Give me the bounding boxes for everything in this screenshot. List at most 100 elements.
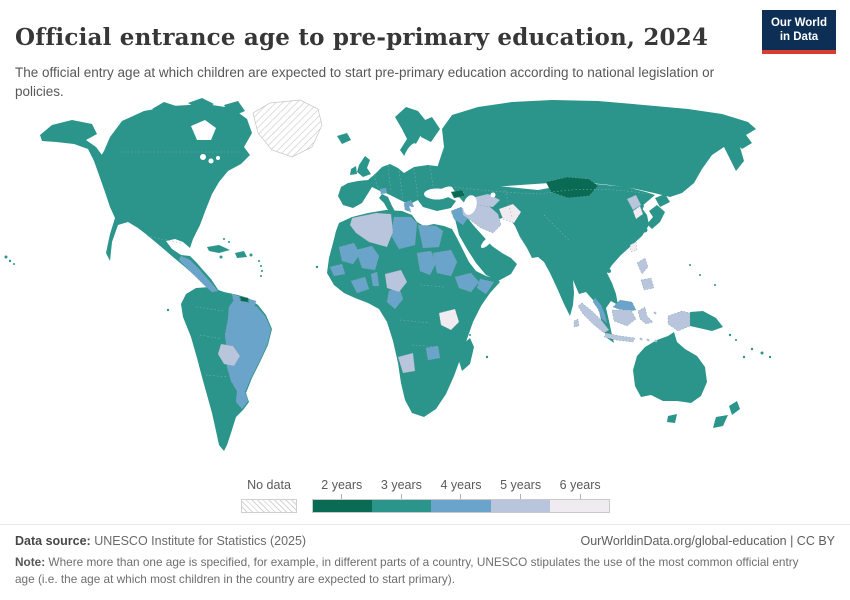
note-text: Where more than one age is specified, fo…: [15, 555, 799, 586]
great-lake: [216, 156, 220, 160]
landmass-tasmania[interactable]: [667, 414, 677, 423]
region-central-america[interactable]: [178, 255, 219, 293]
country-zimbabwe[interactable]: [425, 345, 441, 361]
country-indonesia-sumatra[interactable]: [577, 302, 610, 334]
country-malaysia-peninsula[interactable]: [592, 297, 608, 324]
landmass-arctic-islands[interactable]: [152, 98, 250, 137]
country-malaysia-borneo[interactable]: [612, 299, 637, 312]
legend-no-data-label: No data: [247, 478, 291, 492]
country-algeria[interactable]: [349, 212, 394, 248]
legend-no-data[interactable]: No data: [241, 478, 297, 513]
landmass-new-zealand[interactable]: [713, 401, 740, 428]
islands-comoros: [469, 334, 471, 336]
legend-item-5-years[interactable]: 5 years: [491, 478, 551, 499]
country-south-korea[interactable]: [632, 205, 644, 220]
country-french-guiana[interactable]: [248, 298, 257, 310]
country-mali[interactable]: [355, 245, 380, 271]
country-somalia[interactable]: [476, 278, 495, 295]
country-chad[interactable]: [416, 250, 437, 276]
country-overlays[interactable]: [178, 176, 691, 410]
legend-tick: [341, 494, 343, 499]
legend-bar: 2 years 3 years 4 years 5 years 6 years: [312, 478, 610, 513]
island-hispaniola[interactable]: [235, 251, 247, 258]
country-indonesia-west-papua[interactable]: [667, 310, 691, 332]
landmass-iceland[interactable]: [337, 133, 351, 144]
country-indonesia-sulawesi[interactable]: [637, 306, 654, 325]
country-egypt[interactable]: [417, 224, 444, 249]
great-lake: [200, 154, 206, 160]
country-greenland[interactable]: [252, 99, 323, 158]
owid-logo-line2: in Data: [779, 31, 819, 44]
legend-item-6-years[interactable]: 6 years: [550, 478, 610, 499]
landmass-north-america[interactable]: [40, 104, 252, 292]
legend-no-data-swatch[interactable]: [241, 499, 297, 513]
country-tanzania[interactable]: [438, 308, 460, 331]
island-jamaica[interactable]: [219, 255, 223, 259]
island-dot: [228, 241, 230, 243]
aral-sea: [490, 192, 496, 198]
country-switzerland[interactable]: [379, 187, 388, 195]
country-philippines[interactable]: [636, 257, 655, 291]
country-mauritania[interactable]: [338, 242, 361, 265]
landmass-europe[interactable]: [338, 164, 458, 208]
islands-mauritius: [485, 355, 489, 359]
country-nigeria[interactable]: [384, 269, 408, 293]
region-senegal-guinea[interactable]: [329, 263, 346, 277]
region-cameroon-gabon[interactable]: [386, 286, 404, 310]
islands-hawaii: [8, 259, 12, 263]
islands-solomon: [728, 333, 732, 337]
landmass-britain-ireland[interactable]: [350, 156, 371, 177]
country-sri-lanka[interactable]: [573, 318, 580, 328]
page-title: Official entrance age to pre-primary edu…: [15, 24, 709, 52]
country-greece[interactable]: [403, 199, 415, 213]
owid-logo[interactable]: Our World in Data: [762, 10, 836, 54]
data-source-text: UNESCO Institute for Statistics (2025): [90, 534, 307, 548]
country-taiwan[interactable]: [629, 241, 638, 253]
landmass-arabia[interactable]: [455, 216, 517, 281]
islands-moluccas: [653, 311, 657, 315]
country-brazil[interactable]: [224, 299, 272, 410]
island-cuba[interactable]: [207, 245, 230, 253]
no-data-regions[interactable]: [252, 99, 323, 158]
country-mongolia[interactable]: [545, 176, 599, 199]
region-ghana-cote-divoire[interactable]: [350, 276, 370, 294]
landmass-kyushu[interactable]: [642, 227, 648, 233]
landmass-sakhalin[interactable]: [675, 165, 683, 187]
world-choropleth-map[interactable]: [0, 95, 850, 475]
country-namibia[interactable]: [397, 352, 416, 374]
island-dot: [260, 265, 262, 267]
country-georgia[interactable]: [450, 189, 466, 199]
landmass-scandinavia[interactable]: [395, 107, 440, 157]
data-source-label: Data source:: [15, 534, 91, 548]
landmass-russia-siberia[interactable]: [436, 100, 756, 197]
region-benin-togo[interactable]: [370, 271, 380, 287]
legend-swatch-6-years[interactable]: [549, 500, 610, 512]
legend-swatch-2-years[interactable]: [313, 500, 373, 512]
country-bolivia[interactable]: [217, 343, 241, 367]
landmass-japan[interactable]: [647, 194, 670, 229]
legend-swatch-3-years[interactable]: [372, 500, 432, 512]
legend-item-3-years[interactable]: 3 years: [372, 478, 432, 499]
persian-gulf: [480, 235, 494, 249]
islands-pacific: [768, 355, 772, 359]
legend-swatch-5-years[interactable]: [490, 500, 550, 512]
country-indonesia-java[interactable]: [603, 332, 636, 343]
country-afghanistan[interactable]: [498, 203, 522, 224]
landmass-china-india-seasia[interactable]: [509, 184, 655, 343]
country-indonesia-borneo[interactable]: [611, 309, 637, 327]
landmass-madagascar[interactable]: [458, 338, 474, 371]
citation-link[interactable]: OurWorldinData.org/global-education | CC…: [580, 534, 835, 548]
islands-cape-verde: [315, 265, 319, 269]
legend-item-4-years[interactable]: 4 years: [431, 478, 491, 499]
country-guyana[interactable]: [231, 293, 242, 307]
country-sudan[interactable]: [432, 249, 458, 277]
legend-item-label: 2 years: [321, 478, 363, 492]
island-puerto-rico[interactable]: [249, 253, 253, 257]
legend-item-2-years[interactable]: 2 years: [312, 478, 372, 499]
country-ethiopia[interactable]: [454, 272, 480, 293]
legend-swatch-4-years[interactable]: [431, 500, 491, 512]
landmass-papua-new-guinea[interactable]: [690, 311, 723, 331]
landmass-australia[interactable]: [633, 332, 707, 403]
country-north-korea[interactable]: [626, 194, 642, 211]
landmass-turkey[interactable]: [417, 194, 456, 211]
